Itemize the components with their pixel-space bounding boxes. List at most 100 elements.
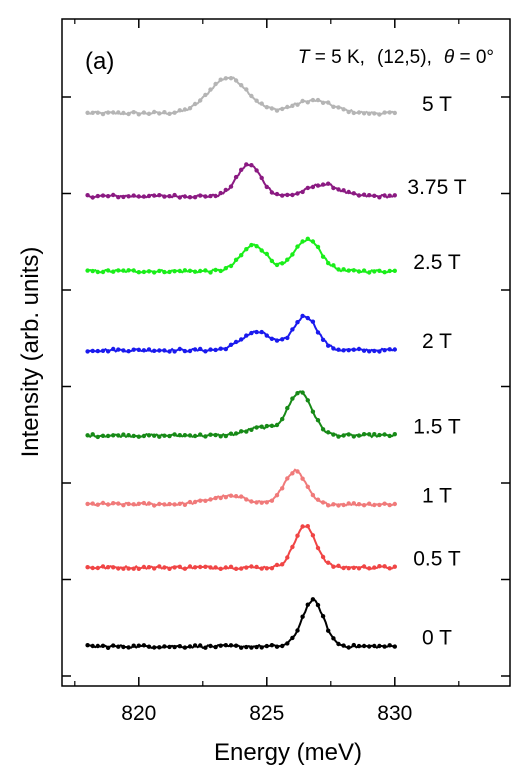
series-point (95, 434, 101, 440)
series-point (280, 643, 285, 649)
series-point (336, 503, 341, 508)
series-point (208, 270, 213, 275)
series-point (218, 566, 223, 571)
series-point (351, 642, 356, 648)
series-point (198, 346, 203, 352)
series-point (356, 110, 362, 115)
series-point (320, 614, 326, 619)
series-point (315, 418, 321, 423)
series-point (203, 498, 208, 503)
series-point (320, 100, 326, 106)
series-point (116, 268, 121, 273)
series-point (367, 111, 372, 116)
series-point (218, 643, 223, 648)
series-point (228, 431, 234, 436)
series-line (87, 468, 396, 507)
series-point (90, 195, 95, 200)
series-point (146, 269, 152, 274)
series-point (100, 433, 106, 438)
series-point (105, 194, 111, 199)
series-point (131, 110, 136, 115)
series-point (285, 257, 290, 262)
series-point (95, 269, 101, 275)
series-point (111, 110, 116, 115)
series-point (285, 192, 290, 198)
series-point (244, 565, 249, 570)
series-point (269, 423, 275, 428)
series-point (285, 405, 290, 411)
series-point (269, 258, 275, 264)
x-tick-label: 825 (249, 702, 284, 725)
series-point (351, 565, 356, 570)
series-point (131, 347, 136, 352)
series-point (346, 432, 351, 437)
series-label: 3.75 T (407, 176, 466, 199)
series-label: 5 T (422, 93, 452, 116)
series-point (346, 109, 351, 115)
series-point (274, 191, 280, 197)
series-point (228, 564, 234, 569)
series-point (341, 565, 346, 571)
panel-label: (a) (85, 48, 114, 75)
series-point (213, 432, 218, 438)
series-point (254, 329, 259, 335)
series-point (392, 644, 397, 649)
series-point (131, 268, 136, 273)
series-point (167, 501, 172, 507)
series-point (172, 349, 177, 354)
series-point (285, 104, 290, 110)
series-point (382, 270, 387, 275)
series-point (239, 253, 244, 258)
series-point (100, 500, 106, 506)
series-point (152, 566, 157, 571)
series-point (85, 433, 90, 438)
series-line (87, 314, 396, 353)
series-point (244, 644, 249, 650)
series-point (244, 87, 249, 92)
series-point (387, 566, 392, 571)
series-point (249, 499, 254, 504)
series-point (336, 105, 341, 110)
series-point (218, 434, 223, 439)
series-point (326, 100, 331, 105)
series-point (280, 416, 285, 422)
series-point (239, 337, 244, 342)
series-point (121, 503, 126, 508)
series-point (372, 643, 377, 649)
series-point (90, 110, 95, 116)
series-point (382, 432, 387, 437)
temperature-symbol: T (298, 47, 311, 68)
series-point (326, 503, 331, 508)
series-point (167, 566, 172, 571)
series-point (105, 433, 111, 439)
series-point (177, 268, 182, 274)
series-point (295, 191, 300, 196)
series-point (85, 643, 90, 648)
series-point (85, 349, 90, 354)
series-point (203, 92, 208, 98)
series-point (392, 110, 397, 116)
series-point (346, 501, 351, 506)
series-point (280, 193, 285, 198)
series-point (218, 495, 223, 501)
series-point (392, 501, 397, 507)
series-point (356, 269, 362, 274)
series-point (228, 493, 234, 498)
series-point (320, 427, 326, 432)
series-point (233, 566, 239, 571)
series-point (331, 263, 336, 268)
series-point (203, 194, 208, 199)
series-point (136, 434, 141, 439)
series-point (254, 425, 259, 430)
series-point (223, 346, 228, 352)
series-point (105, 565, 111, 570)
series-point (213, 644, 218, 650)
series-trace (85, 390, 397, 440)
series-point (392, 347, 397, 352)
series-point (346, 189, 351, 195)
series-point (136, 501, 141, 506)
series-point (290, 252, 295, 257)
series-point (157, 434, 162, 439)
series-line (87, 598, 395, 650)
series-point (223, 76, 228, 81)
